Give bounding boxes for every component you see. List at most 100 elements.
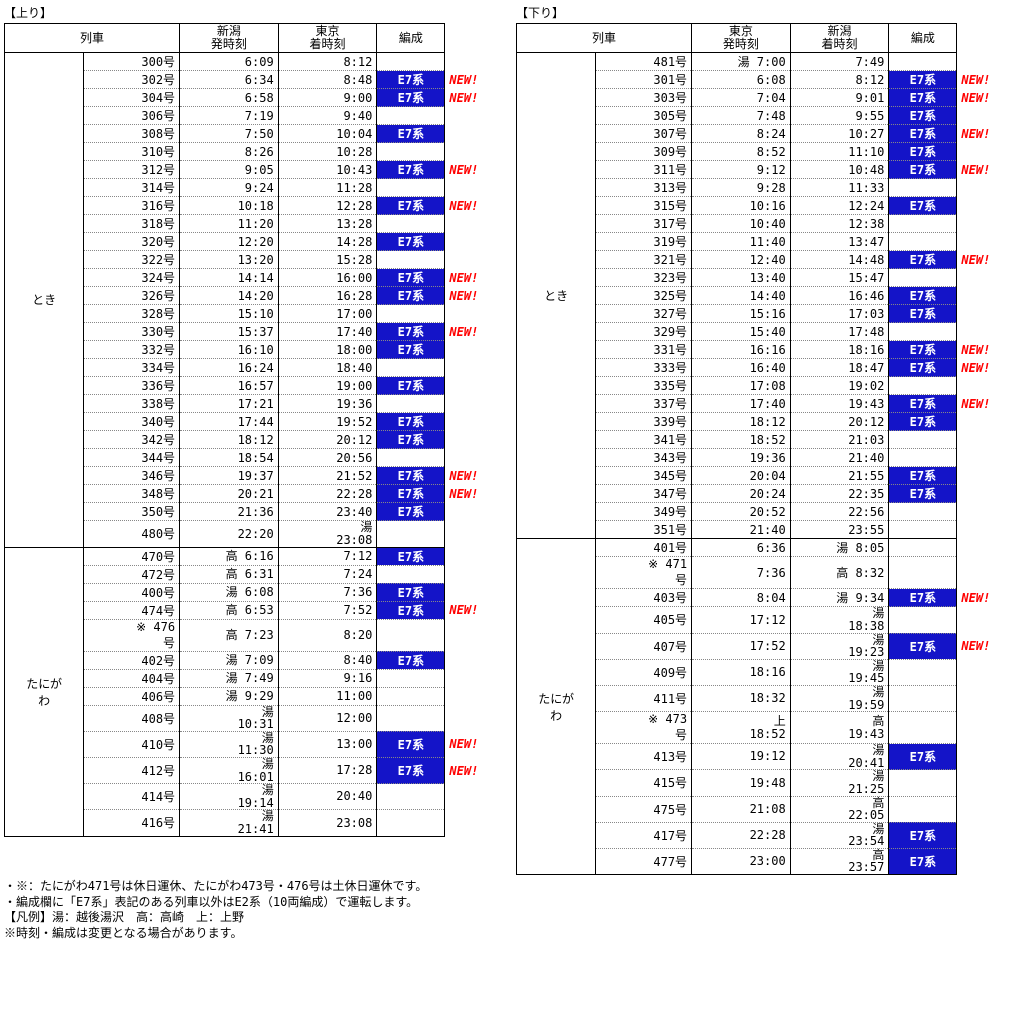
train-number: 351号 <box>596 521 692 539</box>
train-number: 315号 <box>596 197 692 215</box>
dep-time: 18:12 <box>692 413 791 431</box>
formation-cell <box>889 557 957 589</box>
footnote-line: 【凡例】湯：越後湯沢 高：高崎 上：上野 <box>4 910 1020 926</box>
footnote-line: ・編成欄に「E7系」表記のある列車以外はE2系（10両編成）で運転します。 <box>4 895 1020 911</box>
arr-time: 12:38 <box>790 215 889 233</box>
new-badge <box>445 143 508 161</box>
arr-time: 湯 9:34 <box>790 589 889 607</box>
arr-time: 16:46 <box>790 287 889 305</box>
col-header: 編成 <box>377 24 445 53</box>
train-number: 300号 <box>84 53 180 71</box>
train-number: 405号 <box>596 607 692 633</box>
dep-time: 17:44 <box>180 413 279 431</box>
arr-time: 湯23:54 <box>790 822 889 848</box>
dep-time: 17:12 <box>692 607 791 633</box>
train-number: 470号 <box>84 547 180 565</box>
arr-time: 湯20:41 <box>790 744 889 770</box>
train-number: 314号 <box>84 179 180 197</box>
dep-time: 7:50 <box>180 125 279 143</box>
dep-time: 12:20 <box>180 233 279 251</box>
new-badge <box>445 377 508 395</box>
formation-cell <box>889 796 957 822</box>
dep-time: 15:10 <box>180 305 279 323</box>
arr-time: 湯23:08 <box>278 521 377 547</box>
new-badge <box>445 669 508 687</box>
formation-cell <box>377 669 445 687</box>
new-badge <box>445 305 508 323</box>
arr-time: 17:48 <box>790 323 889 341</box>
arr-time: 21:55 <box>790 467 889 485</box>
train-number: 321号 <box>596 251 692 269</box>
arr-time: 21:03 <box>790 431 889 449</box>
arr-time: 19:00 <box>278 377 377 395</box>
arr-time: 9:40 <box>278 107 377 125</box>
new-badge <box>957 107 1020 125</box>
train-number: 342号 <box>84 431 180 449</box>
arr-time: 22:28 <box>278 485 377 503</box>
formation-cell: E7系 <box>377 547 445 565</box>
dep-time: 6:58 <box>180 89 279 107</box>
footnote-line: ・※：たにがわ471号は休日運休、たにがわ473号・476号は土休日運休です。 <box>4 879 1020 895</box>
dep-time: 19:12 <box>692 744 791 770</box>
new-badge <box>957 557 1020 589</box>
dep-time: 12:40 <box>692 251 791 269</box>
dep-time: 8:24 <box>692 125 791 143</box>
formation-cell: E7系 <box>889 589 957 607</box>
new-badge <box>957 539 1020 557</box>
dep-time: 10:40 <box>692 215 791 233</box>
new-badge: NEW! <box>957 89 1020 107</box>
train-number: 326号 <box>84 287 180 305</box>
new-badge <box>957 143 1020 161</box>
dep-time: 湯16:01 <box>180 757 279 783</box>
arr-time: 7:52 <box>278 601 377 619</box>
arr-time: 17:28 <box>278 757 377 783</box>
dep-time: 19:37 <box>180 467 279 485</box>
train-number: 331号 <box>596 341 692 359</box>
formation-cell: E7系 <box>889 822 957 848</box>
arr-time: 16:00 <box>278 269 377 287</box>
new-badge <box>445 215 508 233</box>
dep-time: 6:09 <box>180 53 279 71</box>
new-badge <box>445 179 508 197</box>
arr-time: 14:48 <box>790 251 889 269</box>
train-number: 301号 <box>596 71 692 89</box>
train-number: 413号 <box>596 744 692 770</box>
formation-cell <box>377 449 445 467</box>
arr-time: 8:12 <box>278 53 377 71</box>
new-badge <box>957 607 1020 633</box>
train-number: 337号 <box>596 395 692 413</box>
new-badge <box>957 770 1020 796</box>
formation-cell: E7系 <box>889 395 957 413</box>
col-train: 列車 <box>5 24 180 53</box>
dep-time: 8:52 <box>692 143 791 161</box>
col-header: 新潟発時刻 <box>180 24 279 53</box>
new-badge: NEW! <box>957 251 1020 269</box>
dep-time: 8:26 <box>180 143 279 161</box>
dep-time: 9:24 <box>180 179 279 197</box>
train-number: 404号 <box>84 669 180 687</box>
train-number: 344号 <box>84 449 180 467</box>
train-number: 325号 <box>596 287 692 305</box>
new-badge <box>957 323 1020 341</box>
new-badge <box>445 359 508 377</box>
new-badge <box>445 705 508 731</box>
train-number: ※ 473号 <box>596 712 692 744</box>
train-number: 311号 <box>596 161 692 179</box>
train-number: 414号 <box>84 784 180 810</box>
new-badge: NEW! <box>957 589 1020 607</box>
dep-time: 22:28 <box>692 822 791 848</box>
formation-cell <box>889 712 957 744</box>
formation-cell: E7系 <box>377 485 445 503</box>
formation-cell: E7系 <box>377 757 445 783</box>
dep-time: 11:40 <box>692 233 791 251</box>
new-badge <box>445 503 508 521</box>
train-number: 319号 <box>596 233 692 251</box>
new-badge <box>445 53 508 71</box>
new-badge: NEW! <box>445 757 508 783</box>
train-number: 350号 <box>84 503 180 521</box>
train-number: 304号 <box>84 89 180 107</box>
arr-time: 14:28 <box>278 233 377 251</box>
arr-time: 23:55 <box>790 521 889 539</box>
new-badge <box>445 547 508 565</box>
formation-cell <box>377 705 445 731</box>
